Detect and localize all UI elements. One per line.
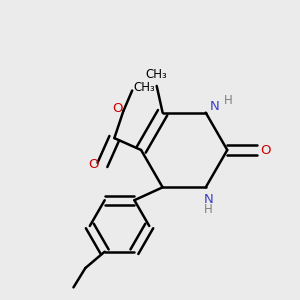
Text: H: H [224,94,232,107]
Text: H: H [204,203,213,216]
Text: N: N [210,100,220,113]
Text: CH₃: CH₃ [133,81,155,94]
Text: O: O [112,102,123,115]
Text: N: N [204,193,214,206]
Text: O: O [88,158,99,171]
Text: O: O [261,143,271,157]
Text: CH₃: CH₃ [146,68,168,80]
